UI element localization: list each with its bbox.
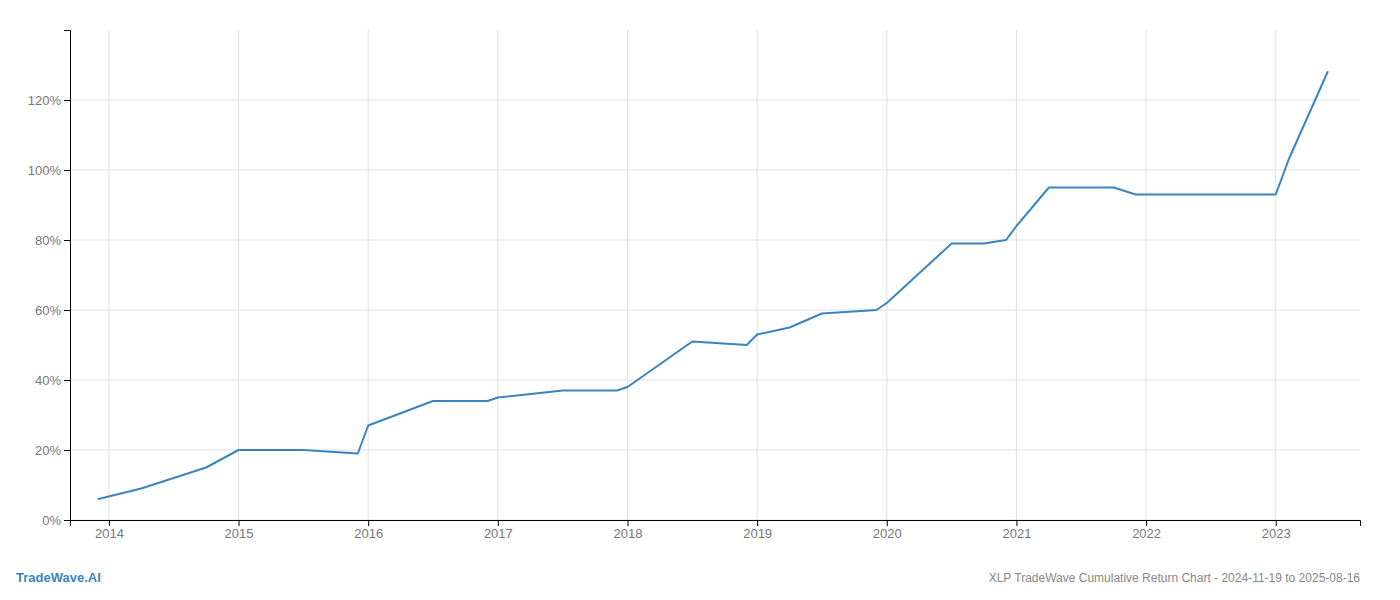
y-axis-line	[64, 31, 71, 521]
x-tick-label: 2022	[1132, 526, 1161, 541]
x-tick-mark	[757, 520, 758, 526]
y-tick-label: 40%	[35, 373, 61, 388]
grid-line-x	[757, 30, 758, 520]
y-tick-label: 120%	[28, 93, 62, 108]
grid-line-x	[1146, 30, 1147, 520]
y-tick-mark	[64, 170, 70, 171]
x-tick-label: 2019	[743, 526, 772, 541]
x-tick: 2015	[225, 520, 254, 541]
x-tick-label: 2020	[873, 526, 902, 541]
x-tick: 2019	[743, 520, 772, 541]
y-tick: 20%	[35, 443, 70, 458]
x-tick-label: 2018	[614, 526, 643, 541]
y-axis: 0% 20% 40% 60% 80% 100% 120%	[28, 31, 71, 528]
x-tick: 2018	[614, 520, 643, 541]
x-tick: 2021	[1002, 520, 1031, 541]
grid-line-x	[368, 30, 369, 520]
y-tick-label: 20%	[35, 443, 61, 458]
grid-line-x	[1016, 30, 1017, 520]
x-tick: 2014	[95, 520, 124, 541]
y-tick-label: 100%	[28, 163, 62, 178]
grid-line-x	[1275, 30, 1276, 520]
x-tick: 2017	[484, 520, 513, 541]
x-tick-mark	[627, 520, 628, 526]
chart: 2014 2015 2016 2017 2018 2019 2020 2021 2022 2023…	[0, 0, 1400, 600]
grid-line-x	[497, 30, 498, 520]
y-tick-label: 60%	[35, 303, 61, 318]
grid-line-x	[108, 30, 109, 520]
y-tick: 40%	[35, 373, 70, 388]
grid-line-y	[70, 310, 1360, 311]
grid-line-x	[886, 30, 887, 520]
x-tick-mark	[498, 520, 499, 526]
grid	[70, 30, 1360, 520]
y-tick-mark	[64, 380, 70, 381]
y-tick-label: 0%	[42, 513, 61, 528]
y-tick-mark	[64, 520, 70, 521]
x-tick: 2016	[354, 520, 383, 541]
grid-line-x	[238, 30, 239, 520]
x-tick-mark	[1016, 520, 1017, 526]
x-tick: 2023	[1262, 520, 1291, 541]
grid-line-y	[70, 380, 1360, 381]
plot-area	[99, 72, 1328, 499]
x-tick: 2020	[873, 520, 902, 541]
x-tick-label: 2021	[1002, 526, 1031, 541]
x-tick-mark	[1146, 520, 1147, 526]
series-line	[99, 72, 1328, 499]
x-tick-label: 2016	[354, 526, 383, 541]
y-tick: 100%	[28, 163, 70, 178]
y-tick-mark	[64, 310, 70, 311]
x-tick-mark	[887, 520, 888, 526]
y-tick-mark	[64, 100, 70, 101]
y-tick: 60%	[35, 303, 70, 318]
y-tick: 120%	[28, 93, 70, 108]
x-tick-label: 2017	[484, 526, 513, 541]
x-tick-mark	[239, 520, 240, 526]
title: XLP TradeWave Cumulative Return Chart - …	[989, 571, 1361, 585]
x-tick-mark	[368, 520, 369, 526]
y-tick-label: 80%	[35, 233, 61, 248]
grid-line-y	[70, 100, 1360, 101]
grid-line-y	[70, 170, 1360, 171]
x-tick-label: 2015	[225, 526, 254, 541]
x-tick-mark	[1276, 520, 1277, 526]
grid-line-x	[627, 30, 628, 520]
x-axis-line	[71, 521, 1361, 527]
y-tick: 80%	[35, 233, 70, 248]
x-tick-label: 2014	[95, 526, 124, 541]
x-tick: 2022	[1132, 520, 1161, 541]
x-axis: 2014 2015 2016 2017 2018 2019 2020 2021 2022 2023	[71, 520, 1361, 541]
y-tick: 0%	[42, 513, 70, 528]
x-tick-mark	[109, 520, 110, 526]
y-tick-mark	[64, 450, 70, 451]
y-tick-mark	[64, 240, 70, 241]
watermark: TradeWave.AI	[16, 570, 101, 585]
x-tick-label: 2023	[1262, 526, 1291, 541]
grid-line-y	[70, 240, 1360, 241]
